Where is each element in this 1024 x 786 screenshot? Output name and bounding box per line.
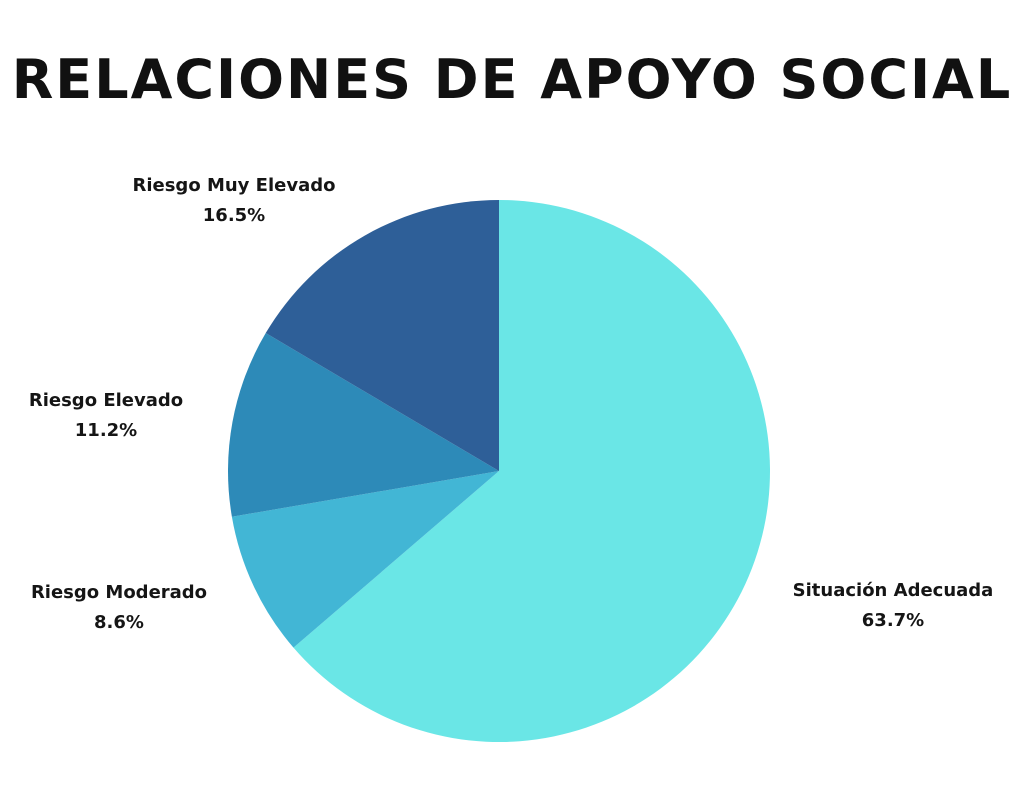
slice-label-value: 16.5% xyxy=(203,205,265,226)
pie-slice-riesgo-moderado xyxy=(231,471,499,648)
pie-slice-riesgo-elevado xyxy=(228,333,500,517)
pie-slices xyxy=(228,200,770,742)
chart-title: RELACIONES DE APOYO SOCIAL xyxy=(11,48,1013,111)
pie-slice-situacion-adecuada xyxy=(293,200,770,742)
slice-label-riesgo-elevado: Riesgo Elevado 11.2% xyxy=(29,390,183,441)
slice-label-name: Situación Adecuada xyxy=(793,580,994,601)
pie-slice-riesgo-muy-elevado xyxy=(265,200,499,471)
slice-label-name: Riesgo Moderado xyxy=(31,582,207,603)
slice-label-name: Riesgo Elevado xyxy=(29,390,183,411)
slice-label-situacion-adecuada: Situación Adecuada 63.7% xyxy=(793,580,994,631)
slice-label-value: 63.7% xyxy=(862,610,924,631)
slice-label-value: 8.6% xyxy=(94,612,144,633)
slice-label-name: Riesgo Muy Elevado xyxy=(132,175,335,196)
slice-label-value: 11.2% xyxy=(75,420,137,441)
slice-label-riesgo-moderado: Riesgo Moderado 8.6% xyxy=(31,582,207,633)
slice-label-riesgo-muy-elevado: Riesgo Muy Elevado 16.5% xyxy=(132,175,335,226)
